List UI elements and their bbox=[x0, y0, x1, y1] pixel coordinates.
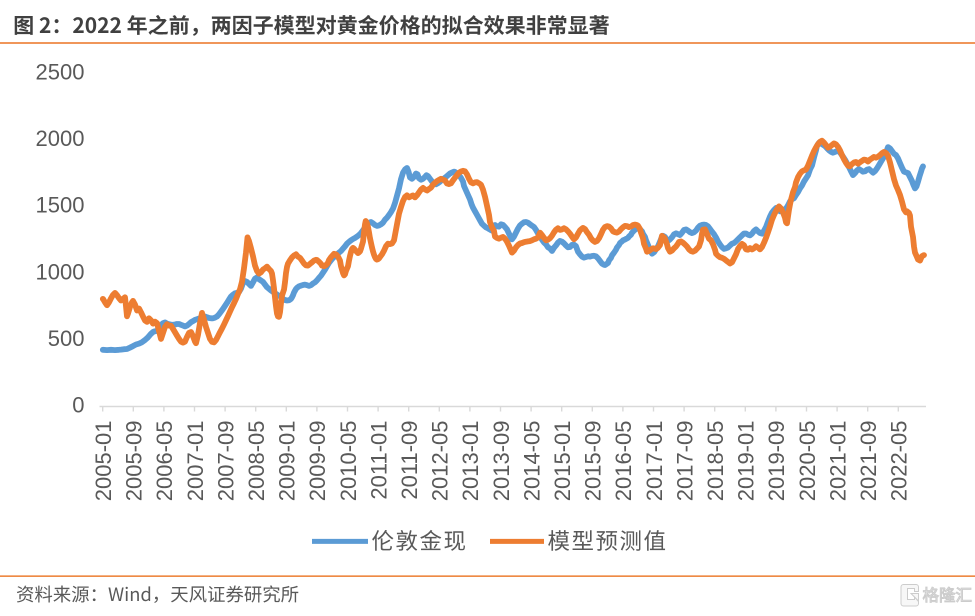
svg-text:1500: 1500 bbox=[36, 193, 85, 218]
svg-text:2022-05: 2022-05 bbox=[887, 421, 912, 502]
svg-text:2007-09: 2007-09 bbox=[213, 421, 238, 502]
svg-text:2500: 2500 bbox=[36, 60, 85, 85]
svg-text:1000: 1000 bbox=[36, 259, 85, 284]
svg-text:2013-09: 2013-09 bbox=[489, 421, 514, 502]
svg-text:500: 500 bbox=[48, 326, 85, 351]
svg-text:2009-09: 2009-09 bbox=[305, 421, 330, 502]
svg-text:0: 0 bbox=[72, 393, 84, 418]
svg-text:2005-09: 2005-09 bbox=[122, 421, 147, 502]
svg-text:2007-01: 2007-01 bbox=[183, 421, 208, 502]
svg-text:2017-01: 2017-01 bbox=[642, 421, 667, 502]
svg-text:2021-01: 2021-01 bbox=[825, 421, 850, 502]
svg-text:2021-09: 2021-09 bbox=[856, 421, 881, 502]
svg-text:2011-09: 2011-09 bbox=[397, 421, 422, 500]
svg-text:2019-09: 2019-09 bbox=[764, 421, 789, 502]
svg-text:2010-05: 2010-05 bbox=[336, 421, 361, 502]
svg-text:2015-09: 2015-09 bbox=[581, 421, 606, 502]
svg-text:2020-05: 2020-05 bbox=[795, 421, 820, 502]
svg-text:2012-05: 2012-05 bbox=[428, 420, 453, 501]
svg-text:2009-01: 2009-01 bbox=[275, 421, 300, 502]
svg-text:2016-05: 2016-05 bbox=[611, 421, 636, 502]
svg-text:2008-05: 2008-05 bbox=[244, 421, 269, 502]
svg-text:2015-01: 2015-01 bbox=[550, 421, 575, 502]
svg-text:2013-01: 2013-01 bbox=[458, 421, 483, 502]
svg-text:2019-01: 2019-01 bbox=[734, 421, 759, 502]
svg-text:2014-05: 2014-05 bbox=[519, 421, 544, 502]
svg-text:2017-09: 2017-09 bbox=[672, 421, 697, 502]
svg-text:2018-05: 2018-05 bbox=[703, 421, 728, 502]
svg-text:2005-01: 2005-01 bbox=[91, 421, 116, 502]
svg-text:2011-01: 2011-01 bbox=[366, 421, 391, 500]
svg-text:2006-05: 2006-05 bbox=[152, 421, 177, 502]
svg-text:2000: 2000 bbox=[36, 126, 85, 151]
